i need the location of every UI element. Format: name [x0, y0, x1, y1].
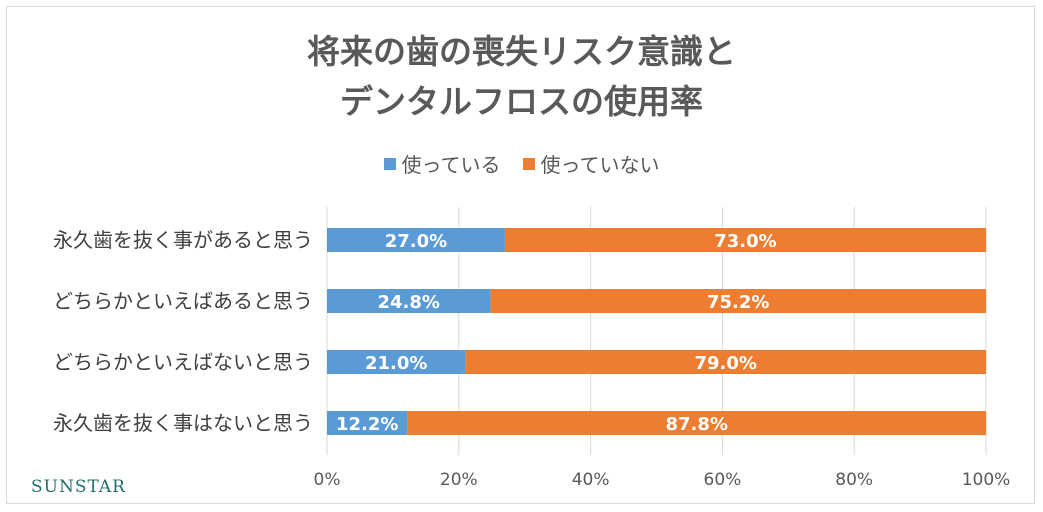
- data-label-using-3: 12.2%: [336, 414, 398, 435]
- data-label-not-using-1: 75.2%: [707, 292, 769, 313]
- x-tick-label-4: 80%: [835, 470, 873, 490]
- legend-label-not-using: 使っていない: [540, 153, 660, 177]
- bar-using-0: [327, 228, 505, 252]
- bar-not-using-3: [407, 411, 986, 435]
- legend-swatch-not-using: [522, 157, 535, 170]
- data-label-not-using-3: 87.8%: [665, 414, 727, 435]
- x-tick-label-3: 60%: [704, 470, 742, 490]
- plot-area: 0% 20% 40% 60% 80% 100% 永久歯を抜く事があると思う 27.0% 73.0…: [53, 207, 1011, 490]
- data-label-not-using-0: 73.0%: [714, 231, 776, 252]
- bar-using-2: [327, 350, 466, 374]
- legend-label-using: 使っている: [401, 153, 501, 177]
- legend-item-using: 使っている: [383, 149, 501, 178]
- category-label-0: 永久歯を抜く事があると思う: [53, 228, 313, 252]
- x-tick-label-0: 0%: [314, 470, 341, 490]
- legend-swatch-using: [383, 157, 396, 170]
- x-tick-label-1: 20%: [440, 470, 478, 490]
- bar-not-using-1: [490, 289, 986, 313]
- data-label-using-0: 27.0%: [385, 231, 447, 252]
- bar-using-1: [327, 289, 491, 313]
- chart-title: 将来の歯の喪失リスク意識と デンタルフロスの使用率: [7, 27, 1036, 127]
- data-label-not-using-2: 79.0%: [694, 353, 756, 374]
- bar-not-using-2: [465, 350, 986, 374]
- category-label-1: どちらかといえばあると思う: [53, 289, 313, 313]
- chart-title-line-1: 将来の歯の喪失リスク意識と: [307, 32, 736, 71]
- x-tick-label-2: 40%: [572, 470, 610, 490]
- category-label-2: どちらかといえばないと思う: [53, 350, 313, 374]
- sunstar-logo: SUNSTAR: [31, 477, 126, 497]
- chart-title-line-2: デンタルフロスの使用率: [340, 82, 703, 121]
- category-label-3: 永久歯を抜く事はないと思う: [53, 411, 313, 435]
- data-label-using-2: 21.0%: [365, 353, 427, 374]
- bar-not-using-0: [504, 228, 986, 252]
- bar-using-3: [327, 411, 408, 435]
- legend-item-not-using: 使っていない: [522, 149, 660, 178]
- x-tick-label-5: 100%: [962, 470, 1011, 490]
- chart-legend: 使っている 使っていない: [7, 149, 1036, 178]
- data-label-using-1: 24.8%: [377, 292, 439, 313]
- chart-frame: 将来の歯の喪失リスク意識と デンタルフロスの使用率 使っている 使っていない 0…: [6, 6, 1035, 504]
